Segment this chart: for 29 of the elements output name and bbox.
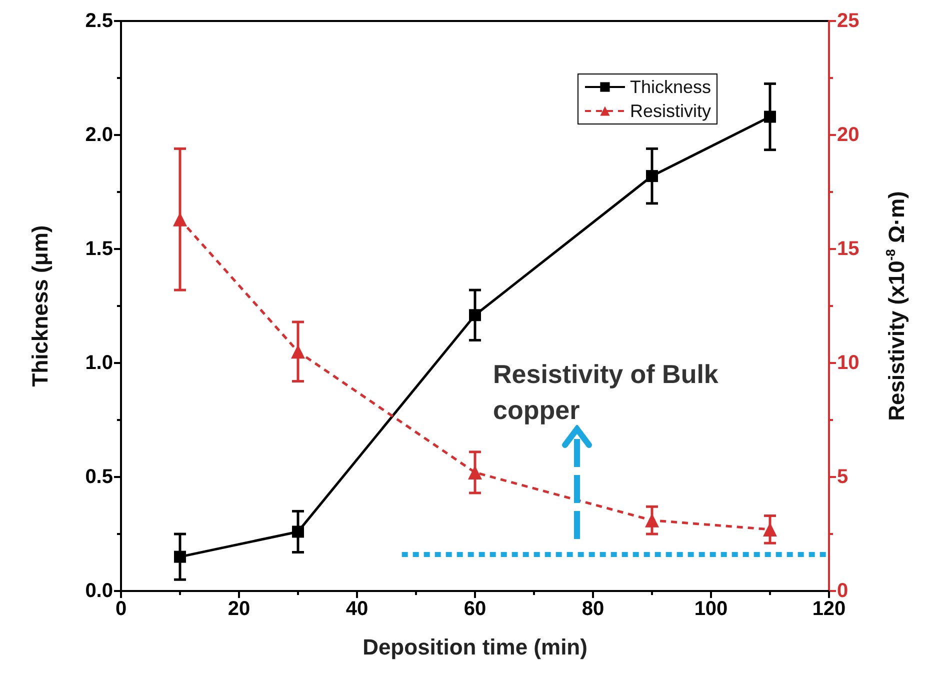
- point: [291, 344, 305, 359]
- point: [764, 110, 776, 123]
- y-axis-title: Thickness (μm): [28, 225, 52, 387]
- y2-tick-label: 5: [837, 466, 848, 488]
- legend-label: Resistivity: [630, 101, 711, 121]
- legend-label: Thickness: [630, 77, 712, 97]
- y2-axis-title: Resistivity (x10-8 Ω·m): [883, 191, 909, 421]
- y2-tick-label: 10: [837, 352, 860, 374]
- y-tick-label: 2.5: [85, 10, 113, 32]
- point: [646, 170, 658, 182]
- x-tick-label: 60: [464, 598, 486, 620]
- y2-tick-label: 15: [837, 238, 860, 260]
- x-tick-label: 0: [115, 598, 127, 620]
- y2-tick-label: 25: [837, 10, 860, 32]
- point: [174, 550, 186, 563]
- point: [469, 309, 481, 322]
- y-tick-label: 1.5: [85, 238, 113, 260]
- y2-tick-label: 20: [837, 124, 860, 146]
- x-tick-label: 100: [694, 598, 728, 620]
- x-tick-label: 20: [228, 598, 250, 620]
- y-tick-label: 0.0: [85, 580, 113, 602]
- x-tick-label: 40: [346, 598, 368, 620]
- y-tick-label: 0.5: [85, 466, 113, 488]
- point: [292, 526, 304, 538]
- y-tick-label: 2.0: [85, 124, 113, 146]
- x-axis-title: Deposition time (min): [362, 634, 588, 660]
- y-tick-label: 1.0: [85, 352, 113, 374]
- x-tick-label: 80: [582, 598, 604, 620]
- annotation: Resistivity of Bulk copper: [493, 358, 720, 427]
